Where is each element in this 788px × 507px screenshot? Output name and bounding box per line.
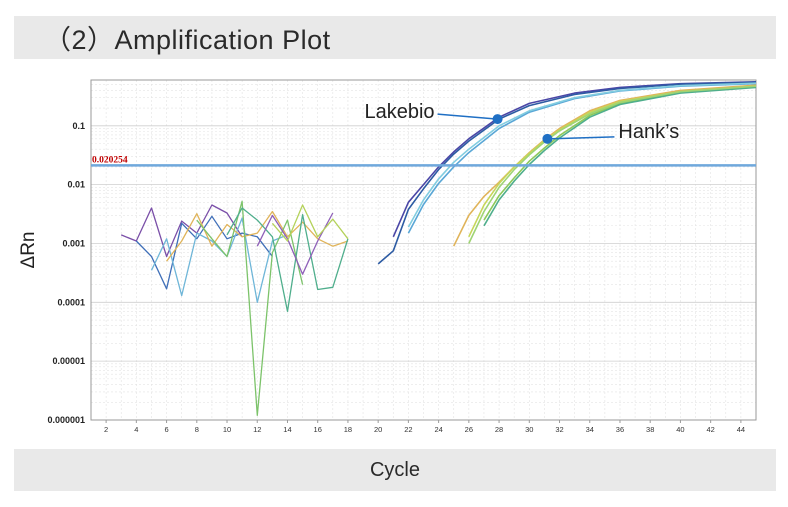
series-line	[483, 86, 757, 227]
x-tick-label: 42	[706, 425, 714, 434]
x-tick-label: 38	[646, 425, 654, 434]
x-tick-label: 44	[737, 425, 745, 434]
x-tick-label: 8	[195, 425, 199, 434]
series-line	[392, 81, 757, 238]
annotation-leader	[547, 136, 615, 140]
y-tick-label: 0.0001	[57, 297, 85, 307]
series-line	[483, 86, 757, 221]
y-tick-label: 0.00001	[52, 356, 85, 366]
series-line	[256, 212, 334, 275]
annotation-dot	[492, 114, 503, 125]
x-tick-label: 10	[223, 425, 231, 434]
x-tick-label: 2	[104, 425, 108, 434]
x-tick-label: 32	[555, 425, 563, 434]
plot-frame	[90, 79, 757, 421]
y-tick-label: 0.000001	[47, 415, 85, 425]
chart-title: （2）Amplification Plot	[44, 25, 331, 55]
x-tick-label: 40	[676, 425, 684, 434]
x-tick-label: 22	[404, 425, 412, 434]
title-bar: （2）Amplification Plot	[14, 16, 776, 59]
threshold-label: 0.020254	[92, 155, 128, 165]
y-tick-label: 0.1	[72, 121, 85, 131]
series-line	[377, 81, 757, 265]
annotation-label: Lakebio	[364, 101, 434, 123]
x-tick-label: 28	[495, 425, 503, 434]
y-axis-title: ΔRn	[18, 232, 39, 269]
x-tick-label: 12	[253, 425, 261, 434]
x-tick-label: 18	[344, 425, 352, 434]
x-tick-label: 36	[616, 425, 624, 434]
x-tick-label: 20	[374, 425, 382, 434]
y-tick-label: 0.001	[62, 238, 85, 248]
x-axis-title-bar: Cycle	[14, 449, 776, 491]
x-tick-label: 4	[134, 425, 138, 434]
series-line	[166, 210, 349, 262]
x-tick-label: 6	[164, 425, 168, 434]
annotation-leader	[437, 113, 498, 120]
series-line	[196, 200, 304, 416]
annotation-label: Hank’s	[618, 121, 679, 143]
series-line	[226, 207, 349, 313]
x-tick-label: 30	[525, 425, 533, 434]
x-tick-label: 14	[283, 425, 291, 434]
x-tick-label: 26	[465, 425, 473, 434]
series-line	[120, 204, 243, 258]
annotation-dot	[542, 133, 553, 144]
x-axis-title: Cycle	[369, 458, 420, 481]
y-tick-label: 0.01	[67, 180, 85, 190]
series-line	[271, 204, 349, 242]
series-line	[407, 82, 757, 228]
x-tick-label: 24	[434, 425, 442, 434]
series-line	[150, 217, 288, 303]
x-tick-label: 34	[586, 425, 594, 434]
x-tick-label: 16	[314, 425, 322, 434]
amplification-plot: 2 4 6 8 10 12 14 16 18 20 22 24 26 28 30 32 34 36 38 40 42 44…	[18, 79, 757, 434]
